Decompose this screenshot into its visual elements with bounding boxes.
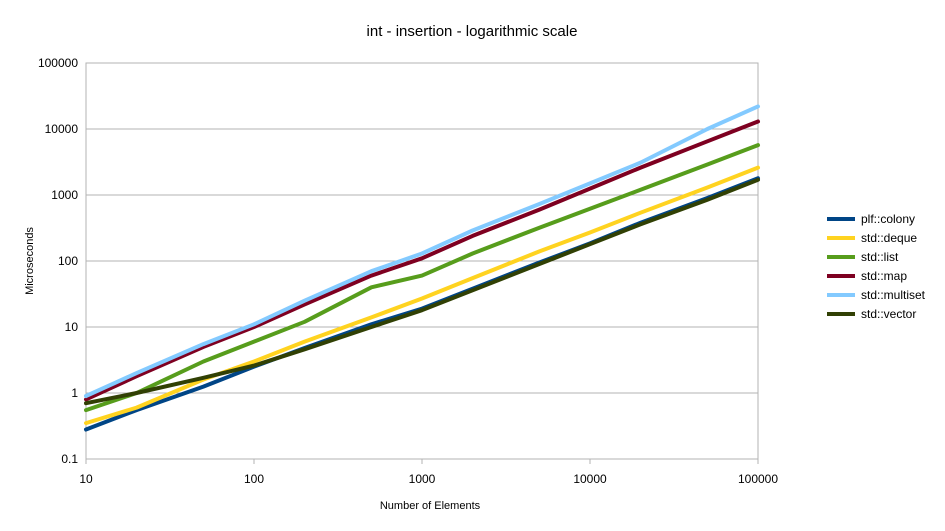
- legend-label: std::vector: [861, 307, 916, 321]
- y-tick-label: 100: [58, 254, 78, 268]
- y-tick-label: 10000: [45, 122, 79, 136]
- x-tick-label: 100000: [738, 472, 778, 486]
- series-line-std-map: [84, 119, 760, 402]
- grid: [85, 62, 759, 464]
- series-line-std-list: [84, 143, 760, 413]
- series-layer: [84, 104, 760, 432]
- legend-label: std::multiset: [861, 288, 926, 302]
- x-tick-label: 10: [79, 472, 93, 486]
- x-tick-label: 100: [244, 472, 264, 486]
- y-tick-label: 10: [65, 320, 79, 334]
- legend-label: std::deque: [861, 231, 917, 245]
- legend: plf::colonystd::dequestd::liststd::mapst…: [827, 212, 926, 321]
- y-tick-label: 1: [71, 386, 78, 400]
- chart-title: int - insertion - logarithmic scale: [367, 23, 578, 40]
- series-line-std-deque: [84, 165, 760, 426]
- series-line-std-multiset: [84, 104, 760, 398]
- x-tick-label: 10000: [573, 472, 607, 486]
- y-tick-label: 100000: [38, 56, 78, 70]
- y-tick-label: 1000: [51, 188, 78, 202]
- series-line-plf-colony: [84, 176, 760, 432]
- legend-label: std::list: [861, 250, 899, 264]
- series-line-std-vector: [84, 177, 760, 406]
- plot-area: [85, 62, 759, 460]
- y-axis-title: Microseconds: [24, 227, 36, 295]
- x-tick-label: 1000: [409, 472, 436, 486]
- x-axis-title: Number of Elements: [380, 500, 481, 512]
- y-tick-label: 0.1: [61, 452, 78, 466]
- legend-label: std::map: [861, 269, 907, 283]
- legend-label: plf::colony: [861, 212, 915, 226]
- tick-labels: 0.1 1 10 100 1000 10000 100000 10 100 1000 10000 10…: [38, 56, 778, 486]
